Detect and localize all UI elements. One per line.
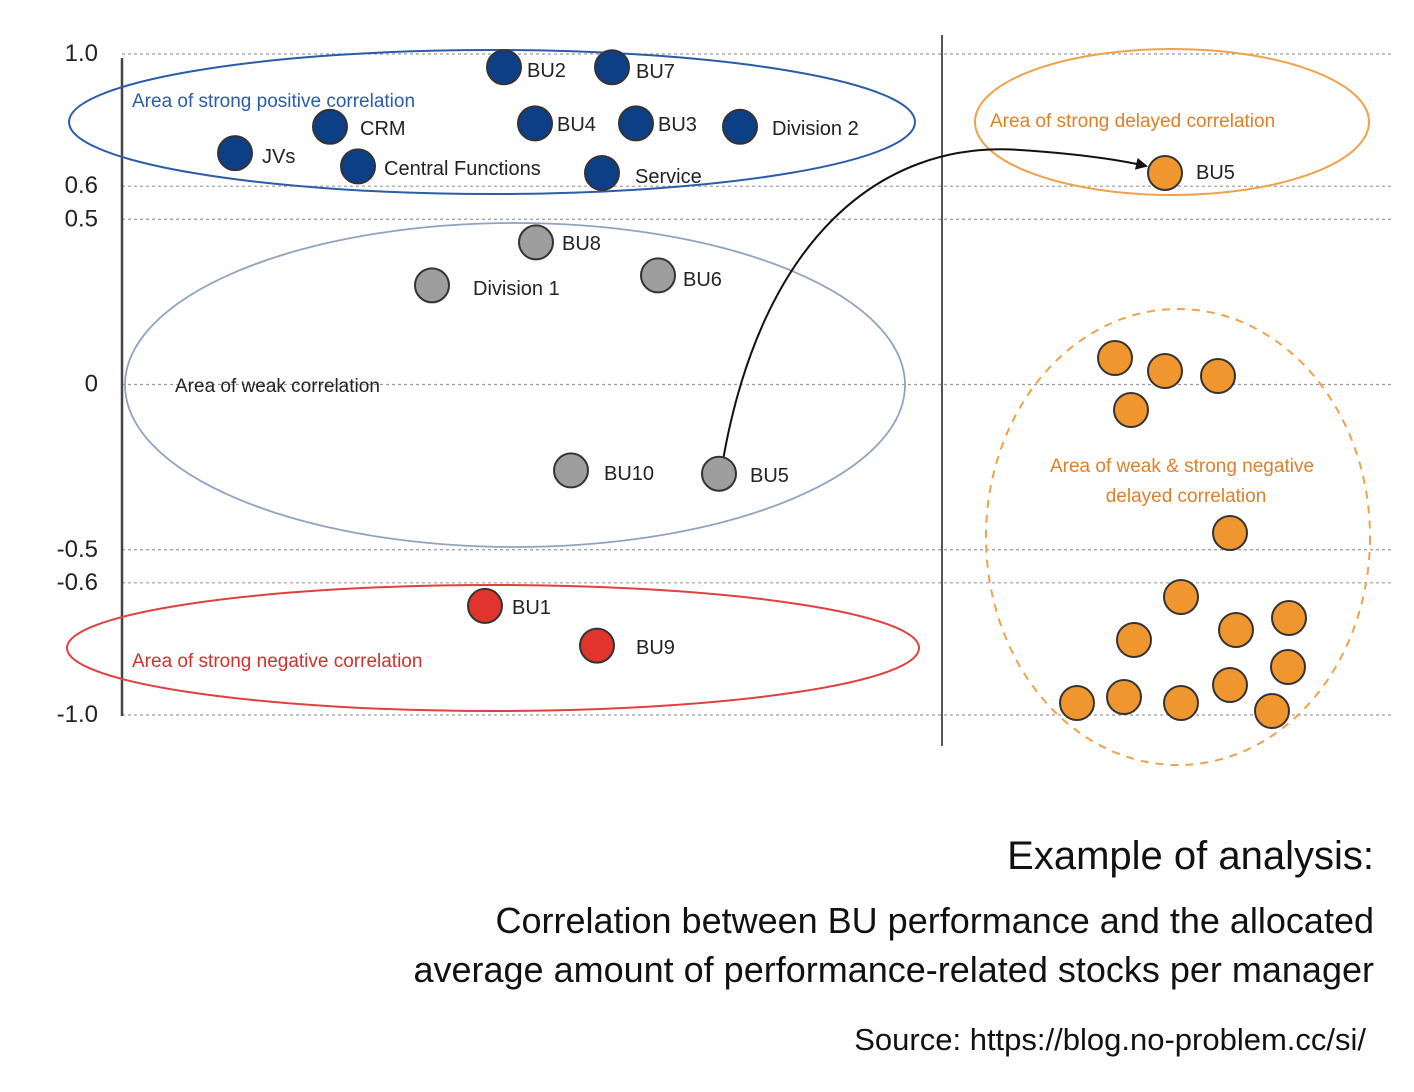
delayed-data-point bbox=[1097, 340, 1133, 376]
delayed-data-point bbox=[1218, 612, 1254, 648]
y-tick-label: 0.5 bbox=[65, 205, 98, 232]
y-tick-label: 0.6 bbox=[65, 172, 98, 199]
delayed-data-point bbox=[1147, 353, 1183, 389]
delayed-data-point bbox=[1212, 515, 1248, 551]
strong-negative-area bbox=[66, 584, 920, 712]
negative-delayed-area-label-line2: delayed correlation bbox=[1106, 486, 1267, 507]
data-point bbox=[1147, 154, 1183, 191]
y-axis-tick-labels: 1.0 0.6 0.5 0 -0.5 -0.6 -1.0 bbox=[57, 40, 98, 728]
data-point-label: BU5 bbox=[750, 465, 789, 487]
caption-title: Example of analysis: bbox=[1007, 834, 1374, 878]
y-tick-label: 0 bbox=[85, 371, 98, 398]
strong-negative-area-label: Area of strong negative correlation bbox=[132, 651, 422, 672]
data-point bbox=[467, 587, 503, 624]
delayed-data-point bbox=[1163, 685, 1199, 721]
data-point bbox=[340, 148, 376, 185]
data-point bbox=[217, 135, 253, 172]
data-point-label: BU10 bbox=[604, 463, 654, 485]
data-point bbox=[722, 108, 758, 145]
data-point-label: BU4 bbox=[557, 114, 596, 136]
data-point-label: BU5 bbox=[1196, 162, 1235, 184]
y-tick-label: -0.5 bbox=[57, 536, 98, 563]
strong-delayed-area-label: Area of strong delayed correlation bbox=[990, 111, 1275, 132]
data-point-label: CRM bbox=[360, 118, 406, 140]
strong-positive-area bbox=[68, 49, 916, 195]
data-point bbox=[486, 49, 522, 86]
delayed-data-point bbox=[1212, 667, 1248, 703]
data-points: BU2 BU7 BU4 BU3 Division 2 CRM JVs Central Func… bbox=[217, 49, 1307, 729]
weak-area bbox=[124, 222, 906, 548]
negative-delayed-area bbox=[985, 308, 1371, 766]
bu5-shift-arrow bbox=[721, 148, 1148, 467]
y-tick-label: 1.0 bbox=[65, 40, 98, 67]
data-point bbox=[594, 49, 630, 86]
delayed-data-point bbox=[1059, 685, 1095, 721]
data-point bbox=[312, 108, 348, 145]
y-tick-label: -0.6 bbox=[57, 569, 98, 596]
caption-subtitle-line1: Correlation between BU performance and t… bbox=[495, 900, 1374, 941]
data-point bbox=[701, 455, 737, 492]
caption-source: Source: https://blog.no-problem.cc/si/ bbox=[854, 1022, 1366, 1057]
delayed-data-point bbox=[1116, 622, 1152, 658]
correlation-chart: 1.0 0.6 0.5 0 -0.5 -0.6 -1.0 Area of strong po… bbox=[57, 35, 1394, 766]
data-point-label: Division 2 bbox=[772, 118, 859, 140]
data-point bbox=[414, 267, 450, 304]
data-point bbox=[584, 154, 620, 191]
y-tick-label: -1.0 bbox=[57, 701, 98, 728]
grid-lines bbox=[122, 53, 1394, 716]
data-point-label: Service bbox=[635, 166, 702, 188]
weak-area-label: Area of weak correlation bbox=[175, 376, 380, 397]
data-point bbox=[517, 105, 553, 142]
data-point-label: Central Functions bbox=[384, 158, 541, 180]
data-point-label: BU1 bbox=[512, 597, 551, 619]
data-point bbox=[579, 627, 615, 664]
delayed-data-point bbox=[1200, 358, 1236, 394]
data-point bbox=[518, 224, 554, 261]
data-point-label: BU7 bbox=[636, 61, 675, 83]
caption-subtitle-line2: average amount of performance-related st… bbox=[413, 949, 1374, 990]
delayed-data-point bbox=[1106, 679, 1142, 715]
delayed-data-point bbox=[1113, 392, 1149, 428]
data-point bbox=[553, 452, 589, 489]
data-point-label: BU6 bbox=[683, 269, 722, 291]
data-point-label: BU8 bbox=[562, 233, 601, 255]
strong-delayed-area bbox=[974, 48, 1370, 196]
data-point-label: BU2 bbox=[527, 60, 566, 82]
delayed-data-point bbox=[1163, 579, 1199, 615]
delayed-data-point bbox=[1254, 693, 1290, 729]
data-point bbox=[640, 257, 676, 294]
data-point bbox=[618, 105, 654, 142]
data-point-label: JVs bbox=[262, 146, 295, 168]
data-point-label: BU3 bbox=[658, 114, 697, 136]
data-point-label: BU9 bbox=[636, 637, 675, 659]
delayed-data-point bbox=[1270, 649, 1306, 685]
negative-delayed-area-label-line1: Area of weak & strong negative bbox=[1050, 456, 1314, 477]
data-point-label: Division 1 bbox=[473, 278, 560, 300]
strong-positive-area-label: Area of strong positive correlation bbox=[132, 91, 415, 112]
delayed-data-point bbox=[1271, 600, 1307, 636]
